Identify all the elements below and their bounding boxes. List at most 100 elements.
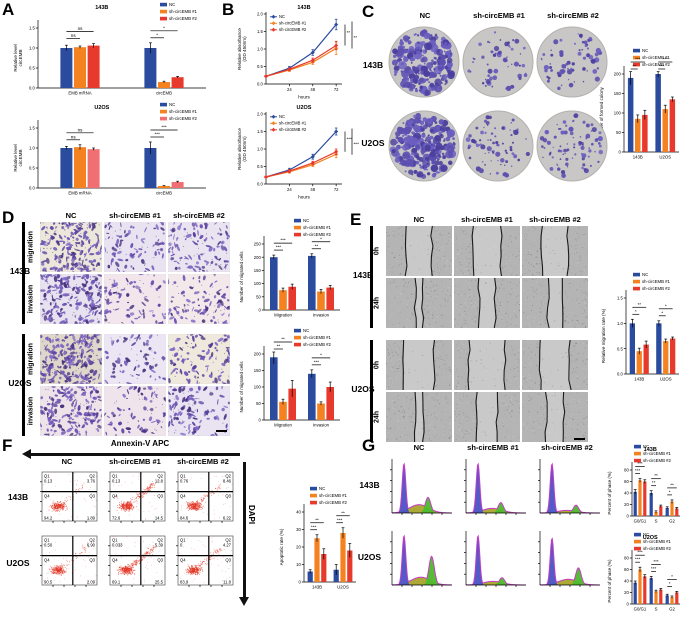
svg-text:circEMB: circEMB [18,49,23,66]
svg-text:40: 40 [624,579,629,584]
dapi-arrowhead-icon [239,597,249,606]
panel-c-row-label: 143B [362,60,384,70]
svg-text:sh-circEMB #1: sh-circEMB #1 [642,55,671,60]
svg-text:**: ** [341,510,345,515]
transwell-image [37,272,104,327]
cell-cycle-grid [384,456,602,596]
svg-text:sh-circEMB #2: sh-circEMB #2 [642,286,671,291]
cell-cycle-histogram [384,456,454,520]
svg-text:G0/G1: G0/G1 [634,607,647,612]
group-bracket-bar [22,334,25,436]
panel-g-col-header: sh-circEMB #2 [541,443,593,452]
svg-text:0.5: 0.5 [257,164,263,169]
svg-text:U2OS: U2OS [297,105,312,111]
colony-dish-image [536,26,608,98]
panel-d-subrow-label: migration [27,343,35,375]
svg-text:*: * [163,25,165,30]
svg-text:U2OS: U2OS [94,105,109,111]
scale-bar [574,438,585,440]
panel-c-col-header: NC [419,11,431,20]
svg-text:0: 0 [258,418,261,423]
svg-text:1.0: 1.0 [29,146,35,151]
svg-text:Invasion: Invasion [313,313,330,318]
panel-d-col-header: NC [65,211,77,220]
svg-text:1.5: 1.5 [617,296,623,301]
svg-text:100: 100 [614,111,622,116]
svg-text:**: ** [632,64,636,69]
svg-text:NC: NC [643,444,649,449]
svg-text:48: 48 [310,187,315,192]
svg-text:sh-circEMB #1: sh-circEMB #1 [303,225,332,230]
svg-text:0.0: 0.0 [29,86,35,91]
wound-image [454,391,521,443]
scale-bar [216,430,227,432]
wound-image [522,391,589,443]
svg-text:sh-circEMB #1: sh-circEMB #1 [643,451,672,456]
panel-f-col-header: sh-circEMB #1 [109,457,161,466]
svg-text:(OD 450nm): (OD 450nm) [242,136,247,162]
svg-text:24: 24 [287,87,292,92]
svg-text:***: *** [659,64,665,69]
svg-text:150: 150 [614,91,622,96]
svg-text:ns: ns [78,127,84,132]
svg-text:NC: NC [279,114,285,119]
svg-text:G2: G2 [669,607,675,612]
flow-quadrant-plot: Q1 0 Q2 4.27 Q4 83.9 Q3 11.8 [172,534,234,592]
svg-text:Relative absorbance: Relative absorbance [237,28,242,70]
svg-text:G2: G2 [669,519,675,524]
bar-chart-g-143b: 0 20 40 60 80 Percent of phase (%) 143B NC sh-ci… [606,444,684,530]
line-chart-b-143b: 0.0 0.5 1.0 1.5 2.0 24 48 72 hours Relative absor… [236,2,360,102]
svg-text:EMB mRNA: EMB mRNA [68,191,91,196]
svg-text:U2OS: U2OS [643,535,658,541]
panel-d-subrow-label: invasion [27,284,35,314]
svg-text:*: * [635,309,637,314]
panel-e-row-label: U2OS [351,384,375,394]
svg-text:30: 30 [296,527,301,532]
svg-text:**: ** [637,302,641,307]
svg-text:250: 250 [254,242,262,247]
svg-text:**: ** [354,35,358,40]
svg-text:**: ** [315,517,319,522]
svg-text:**: ** [347,30,351,35]
svg-text:0: 0 [258,308,261,313]
panel-c-row-label: U2OS [361,138,385,148]
svg-text:100: 100 [254,281,262,286]
svg-text:0: 0 [298,580,301,585]
flow-quadrant-plot: Q1 0.13 Q2 3.76 Q4 94.2 Q3 1.89 [36,470,98,528]
svg-text:***: *** [637,550,643,555]
cell-cycle-histogram [532,456,602,520]
svg-text:NC: NC [319,486,325,491]
svg-text:40: 40 [624,491,629,496]
panel-g-col-header: sh-circEMB #1 [467,443,519,452]
panel-g-row-label: 143B [359,480,380,490]
svg-text:20: 20 [296,545,301,550]
svg-text:143B: 143B [633,155,643,160]
wound-image [386,339,453,391]
colony-dish-image [536,110,608,182]
panel-d-subrow-label: migration [27,231,35,263]
cell-cycle-histogram [384,528,454,592]
svg-text:sh-circEMB #1: sh-circEMB #1 [279,121,307,126]
svg-text:72: 72 [334,187,339,192]
svg-text:sh-circEMB #2: sh-circEMB #2 [642,62,671,67]
bar-chart-e-migration: 0.0 0.5 1.0 1.5 Relative migration rate (%) N… [600,272,683,388]
svg-text:24: 24 [287,187,292,192]
svg-text:*: * [156,32,158,37]
dapi-axis-arrow [243,462,246,598]
svg-text:**: ** [315,243,319,248]
svg-text:Relative absorbance: Relative absorbance [237,128,242,170]
group-bracket-bar [370,340,373,442]
annexin-arrowhead-icon [22,449,31,459]
transwell-image [38,219,103,275]
svg-text:60: 60 [624,479,629,484]
svg-text:***: *** [280,238,286,243]
svg-text:**: ** [281,337,285,342]
flow-quadrant-plot: Q1 0.76 Q2 8.46 Q4 84.6 Q3 6.22 [172,470,234,528]
svg-text:1.0: 1.0 [617,321,623,326]
bar-chart-c-colonies: 0 50 100 150 200 Number of formed colony NC sh-… [598,48,683,166]
svg-text:72: 72 [334,87,339,92]
svg-text:***: *** [663,57,669,62]
panel-e-subrow-label: 0h [373,246,381,256]
wound-image-grid [386,225,589,443]
svg-text:U2OS: U2OS [337,585,349,590]
